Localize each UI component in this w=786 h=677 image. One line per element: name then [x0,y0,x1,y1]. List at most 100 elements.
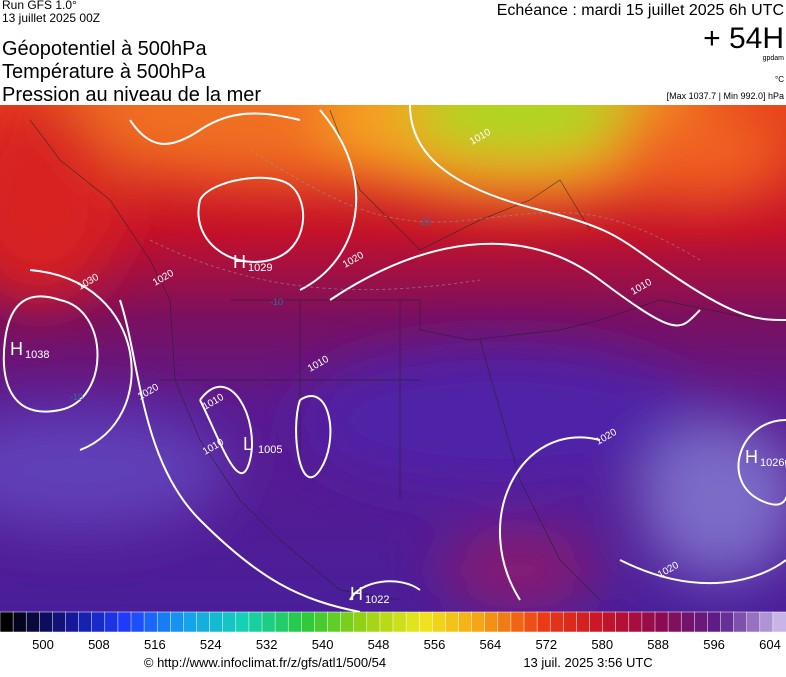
color-scale [0,611,786,633]
color-swatch [248,611,263,633]
color-swatch [52,611,67,633]
color-swatch [589,611,604,633]
color-swatch [641,611,656,633]
color-swatch [746,611,761,633]
scale-label: 572 [535,637,557,652]
color-swatch [549,611,565,633]
color-swatch [523,611,538,633]
color-swatch [418,611,434,633]
offset: + 54H [703,22,784,55]
color-swatch [694,611,709,633]
title-line: Pression au niveau de la mer [2,84,261,106]
color-swatch [353,611,368,633]
color-swatch [379,611,394,633]
color-swatch [392,611,407,633]
color-swatch [117,611,132,633]
color-swatch [772,611,786,633]
center-letter: H [10,339,23,359]
scale-label: 564 [480,637,502,652]
scale-label: 508 [88,637,110,652]
color-swatch [39,611,54,633]
color-swatch [576,611,591,633]
run: Run GFS 1.0° [2,0,77,12]
color-swatch [536,611,551,633]
color-swatch [156,611,172,633]
color-swatch [104,611,119,633]
color-swatch [720,611,735,633]
center-value: 1022 [365,594,389,606]
color-swatch [733,611,748,633]
color-swatch [366,611,381,633]
color-swatch [78,611,93,633]
color-swatch [12,611,27,633]
color-swatch [471,611,486,633]
scale-label: 500 [32,637,54,652]
scale-label: 548 [368,637,390,652]
color-swatch [654,611,669,633]
center-value: 1038 [25,349,49,361]
scale-label: 604 [759,637,781,652]
color-swatch [65,611,80,633]
color-swatch [445,611,460,633]
color-swatch [261,611,276,633]
color-swatch [615,611,630,633]
scale-label: 524 [200,637,222,652]
color-swatch [222,611,237,633]
color-swatch [143,611,158,633]
scale-label: 556 [424,637,446,652]
scale-label: 588 [647,637,669,652]
scale-label: 540 [312,637,334,652]
footer-url: © http://www.infoclimat.fr/z/gfs/atl1/50… [144,655,386,670]
unit-temp: °C [775,75,784,84]
pressure-range: [Max 1037.7 | Min 992.0] hPa [667,91,784,101]
echeance: Echéance : mardi 15 juillet 2025 6h UTC [497,2,784,19]
temp-label: -20 [418,217,431,227]
color-swatch [340,611,355,633]
color-swatch [91,611,106,633]
color-swatch [235,611,250,633]
run-date: 13 juillet 2025 00Z [2,11,100,25]
temp-label: -10 [270,297,283,307]
color-swatch [301,611,316,633]
center-value: 1026 [760,457,784,469]
color-swatch [484,611,499,633]
color-swatch [667,611,682,633]
color-swatch [432,611,447,633]
color-swatch [563,611,578,633]
color-swatch [458,611,473,633]
footer-time: 13 juil. 2025 3:56 UTC [523,655,652,670]
scale-label: 516 [144,637,166,652]
color-swatch [25,611,41,633]
center-letter: H [350,584,363,604]
center-value: 1005 [258,444,282,456]
scale-label: 580 [591,637,613,652]
title-line: Géopotentiel à 500hPa [2,38,207,60]
unit-geo: gpdam [763,55,785,62]
scale-label: 532 [256,637,278,652]
color-swatch [497,611,512,633]
temp-label: -10 [70,392,83,402]
color-swatch [405,611,420,633]
color-swatch [602,611,617,633]
color-swatch [130,611,145,633]
center-letter: H [233,252,246,272]
color-swatch [327,611,342,633]
color-swatch [274,611,289,633]
center-value: 1029 [248,262,272,274]
color-swatch [183,611,198,633]
scale-label: 596 [703,637,725,652]
title-line: Température à 500hPa [2,61,206,83]
color-swatch [209,611,224,633]
color-swatch [196,611,211,633]
color-swatch [0,611,14,633]
center-letter: L [243,434,253,454]
color-swatch [707,611,722,633]
color-swatch [510,611,525,633]
color-swatch [170,611,185,633]
color-swatch [680,611,696,633]
color-swatch [314,611,329,633]
center-letter: H [745,447,758,467]
color-swatch [759,611,774,633]
